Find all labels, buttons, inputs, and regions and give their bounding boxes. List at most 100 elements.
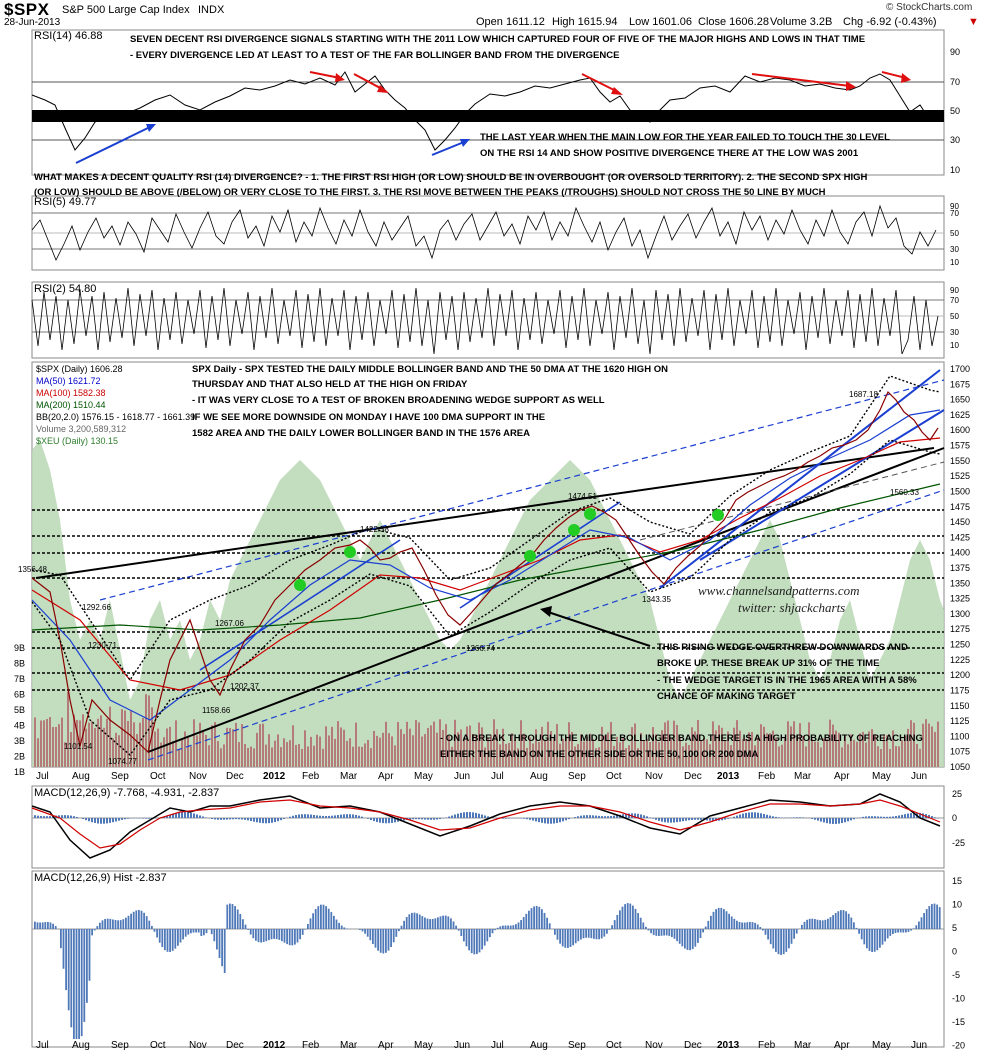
hist-bar	[632, 905, 634, 929]
hist-bar	[247, 929, 249, 930]
blue-channel-2	[459, 501, 621, 609]
volume-bar	[307, 746, 309, 767]
volume-bar	[472, 733, 474, 767]
hist-bar	[88, 929, 91, 981]
price-tick-label: 1250	[950, 640, 970, 650]
volume-bar	[553, 737, 555, 767]
volume-bar	[487, 737, 489, 767]
hist-bar	[691, 929, 694, 950]
volume-bar	[220, 748, 222, 767]
macd-hist-bar	[901, 814, 903, 818]
macd-hist-bar	[34, 815, 36, 818]
volume-bar	[598, 747, 600, 767]
hist-bar	[392, 929, 395, 943]
hist-bar	[41, 922, 44, 929]
x-axis-label: 2012	[263, 771, 286, 782]
macd-hist-bar	[508, 818, 510, 819]
macd-hist-bar	[40, 815, 42, 818]
hist-bar	[569, 929, 572, 947]
volume-bar	[172, 740, 174, 767]
hist-bar	[229, 903, 231, 929]
hist-bar	[273, 929, 275, 939]
x-axis-label: Jun	[454, 1040, 470, 1051]
hist-tick-label: 5	[952, 923, 957, 933]
rsi14-annotation-3: THE LAST YEAR WHEN THE MAIN LOW FOR THE …	[480, 132, 890, 143]
price-legend: $SPX (Daily) 1606.28 MA(50) 1621.72 MA(1…	[36, 363, 195, 447]
volume-bar	[568, 722, 570, 767]
hist-panel	[31, 870, 945, 1048]
hist-bar	[158, 929, 161, 943]
macd-hist-bar	[70, 815, 72, 818]
price-tick-label: 1575	[950, 441, 970, 451]
hist-bar	[424, 917, 426, 929]
volume-tick-label: 8B	[14, 659, 25, 669]
volume-bar	[922, 723, 924, 767]
macd-hist-bar	[664, 818, 666, 823]
volume-bar	[85, 728, 87, 767]
rsi2-tick-label: 70	[950, 296, 959, 305]
hist-bar	[746, 922, 749, 929]
x-axis-label: Feb	[758, 771, 776, 782]
hist-bar	[390, 929, 392, 947]
volume-bar	[493, 719, 495, 767]
exchange: INDX	[198, 4, 225, 16]
volume-bar	[184, 731, 186, 767]
hist-bar	[260, 929, 262, 943]
volume-bar	[286, 742, 288, 767]
volume-tick-label: 3B	[14, 736, 25, 746]
volume-bar	[532, 743, 534, 767]
macd-hist-bar	[832, 818, 834, 824]
hist-bar	[359, 929, 361, 930]
volume-bar	[724, 740, 726, 767]
macd-hist-bar	[613, 815, 615, 818]
volume-bar	[319, 736, 321, 767]
macd-hist-bar	[199, 815, 201, 818]
hist-bar	[210, 929, 213, 935]
macd-hist-bar	[145, 818, 147, 819]
macd-hist-bar	[598, 815, 600, 818]
volume-bar	[874, 734, 876, 767]
macd-hist-bar	[235, 818, 237, 820]
hist-bar	[777, 929, 780, 955]
rsi14-annotation-1: SEVEN DECENT RSI DIVERGENCE SIGNALS STAR…	[130, 34, 866, 45]
hist-bar	[619, 910, 621, 929]
macd-hist-bar	[454, 814, 456, 818]
hist-bar	[335, 919, 338, 929]
volume-bar	[889, 748, 891, 767]
hist-bar	[346, 928, 348, 929]
macd-hist-bar	[829, 818, 831, 824]
volume-bars	[34, 691, 939, 767]
volume-bar	[502, 728, 504, 767]
macd-hist-bar	[292, 815, 294, 818]
volume-bar	[259, 724, 261, 767]
hist-bar	[278, 929, 281, 940]
hist-bar	[496, 927, 499, 929]
macd-hist-bar	[658, 818, 660, 821]
hist-bar	[912, 928, 915, 929]
macd-hist-bar	[580, 815, 582, 818]
rsi2-frame	[31, 281, 945, 359]
macd-hist-bar	[502, 818, 504, 819]
hist-bar	[720, 907, 723, 929]
volume-bar	[325, 726, 327, 767]
volume-bar	[169, 726, 171, 767]
hist-bar	[379, 929, 382, 953]
hist-bar	[312, 913, 314, 929]
volume-bar	[352, 746, 354, 767]
hist-bar	[494, 929, 496, 931]
macd-hist-bar	[46, 816, 48, 818]
hist-bar	[808, 918, 811, 929]
x-axis-label: May	[414, 1040, 433, 1051]
hist-bar	[598, 929, 600, 940]
volume-bar	[337, 721, 339, 767]
hist-bar	[231, 904, 234, 929]
volume-bar	[187, 735, 189, 767]
hist-bar	[205, 929, 208, 934]
hist-bar	[535, 905, 538, 929]
volume-bar	[448, 735, 450, 767]
hist-bar	[166, 929, 169, 952]
macd-hist-bar	[328, 815, 330, 818]
x-axis-label: Feb	[758, 1040, 776, 1051]
hist-bar	[517, 922, 520, 929]
price-point-label: 1560.33	[890, 488, 919, 497]
